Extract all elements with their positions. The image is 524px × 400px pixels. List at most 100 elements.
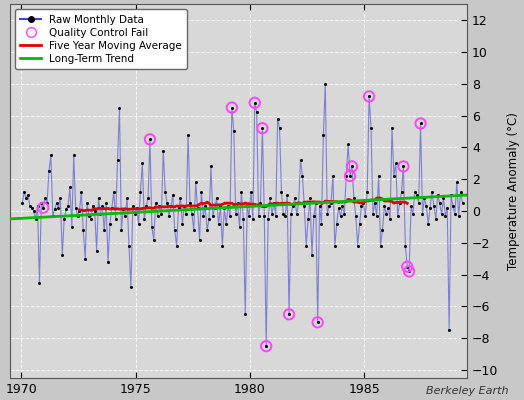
Point bbox=[456, 189, 465, 195]
Point bbox=[154, 212, 162, 219]
Point bbox=[411, 189, 419, 195]
Point bbox=[128, 203, 137, 209]
Point bbox=[211, 204, 219, 211]
Point bbox=[445, 327, 453, 334]
Point bbox=[123, 195, 132, 202]
Point bbox=[115, 104, 124, 111]
Point bbox=[397, 189, 406, 195]
Point bbox=[422, 203, 431, 209]
Point bbox=[418, 211, 427, 217]
Point bbox=[386, 216, 394, 222]
Point bbox=[136, 189, 145, 195]
Point bbox=[430, 203, 438, 209]
Point bbox=[268, 211, 276, 217]
Point bbox=[310, 212, 318, 219]
Point bbox=[319, 132, 328, 138]
Point bbox=[325, 203, 333, 209]
Point bbox=[369, 211, 377, 217]
Point bbox=[302, 243, 310, 249]
Point bbox=[350, 195, 358, 202]
Point bbox=[390, 173, 398, 179]
Point bbox=[149, 236, 158, 243]
Point bbox=[403, 264, 411, 270]
Point bbox=[361, 212, 369, 219]
Point bbox=[214, 220, 223, 227]
Point bbox=[140, 216, 148, 222]
Point bbox=[49, 212, 57, 219]
Point bbox=[18, 200, 27, 206]
Point bbox=[449, 203, 457, 209]
Point bbox=[327, 200, 335, 206]
Point bbox=[365, 93, 373, 100]
Point bbox=[79, 227, 88, 233]
Point bbox=[75, 208, 84, 214]
Point bbox=[357, 203, 366, 209]
Point bbox=[250, 100, 259, 106]
Point bbox=[117, 227, 126, 233]
Point bbox=[266, 195, 274, 202]
Point bbox=[439, 195, 447, 202]
Point bbox=[241, 311, 249, 318]
Point bbox=[89, 203, 97, 209]
Point bbox=[188, 211, 196, 217]
Point bbox=[218, 243, 226, 249]
Point bbox=[216, 203, 225, 209]
Point bbox=[52, 200, 61, 206]
Point bbox=[24, 192, 32, 198]
Point bbox=[226, 212, 234, 219]
Point bbox=[157, 211, 166, 217]
Point bbox=[283, 192, 291, 198]
Point bbox=[435, 200, 444, 206]
Point bbox=[399, 163, 408, 170]
Point bbox=[62, 206, 70, 212]
Point bbox=[151, 200, 160, 206]
Point bbox=[340, 211, 348, 217]
Point bbox=[167, 203, 175, 209]
Point bbox=[96, 211, 105, 217]
Point bbox=[458, 200, 467, 206]
Point bbox=[399, 163, 408, 170]
Point bbox=[172, 243, 181, 249]
Point bbox=[388, 125, 396, 132]
Point bbox=[249, 216, 257, 222]
Point bbox=[195, 236, 204, 243]
Point bbox=[91, 208, 99, 214]
Point bbox=[334, 204, 343, 211]
Point bbox=[256, 200, 265, 206]
Point bbox=[73, 212, 82, 219]
Point bbox=[22, 195, 30, 202]
Point bbox=[451, 211, 459, 217]
Point bbox=[220, 204, 228, 211]
Point bbox=[363, 189, 372, 195]
Point bbox=[285, 311, 293, 318]
Point bbox=[382, 211, 390, 217]
Point bbox=[426, 204, 434, 211]
Point bbox=[100, 227, 108, 233]
Point bbox=[133, 204, 141, 211]
Point bbox=[308, 252, 316, 259]
Point bbox=[258, 125, 267, 132]
Point bbox=[205, 216, 213, 222]
Point bbox=[313, 319, 322, 326]
Point bbox=[407, 203, 415, 209]
Point bbox=[287, 211, 295, 217]
Point bbox=[68, 224, 76, 230]
Point bbox=[130, 211, 139, 217]
Point bbox=[39, 204, 48, 211]
Point bbox=[315, 203, 324, 209]
Point bbox=[224, 203, 232, 209]
Point bbox=[203, 227, 211, 233]
Point bbox=[86, 216, 95, 222]
Point bbox=[342, 173, 351, 179]
Point bbox=[276, 125, 284, 132]
Point bbox=[104, 259, 112, 265]
Point bbox=[304, 216, 312, 222]
Point bbox=[262, 343, 270, 349]
Point bbox=[34, 203, 42, 209]
Point bbox=[339, 203, 347, 209]
Point bbox=[165, 212, 173, 219]
Point bbox=[232, 211, 240, 217]
Point bbox=[64, 203, 72, 209]
Point bbox=[281, 212, 289, 219]
Point bbox=[47, 152, 55, 158]
